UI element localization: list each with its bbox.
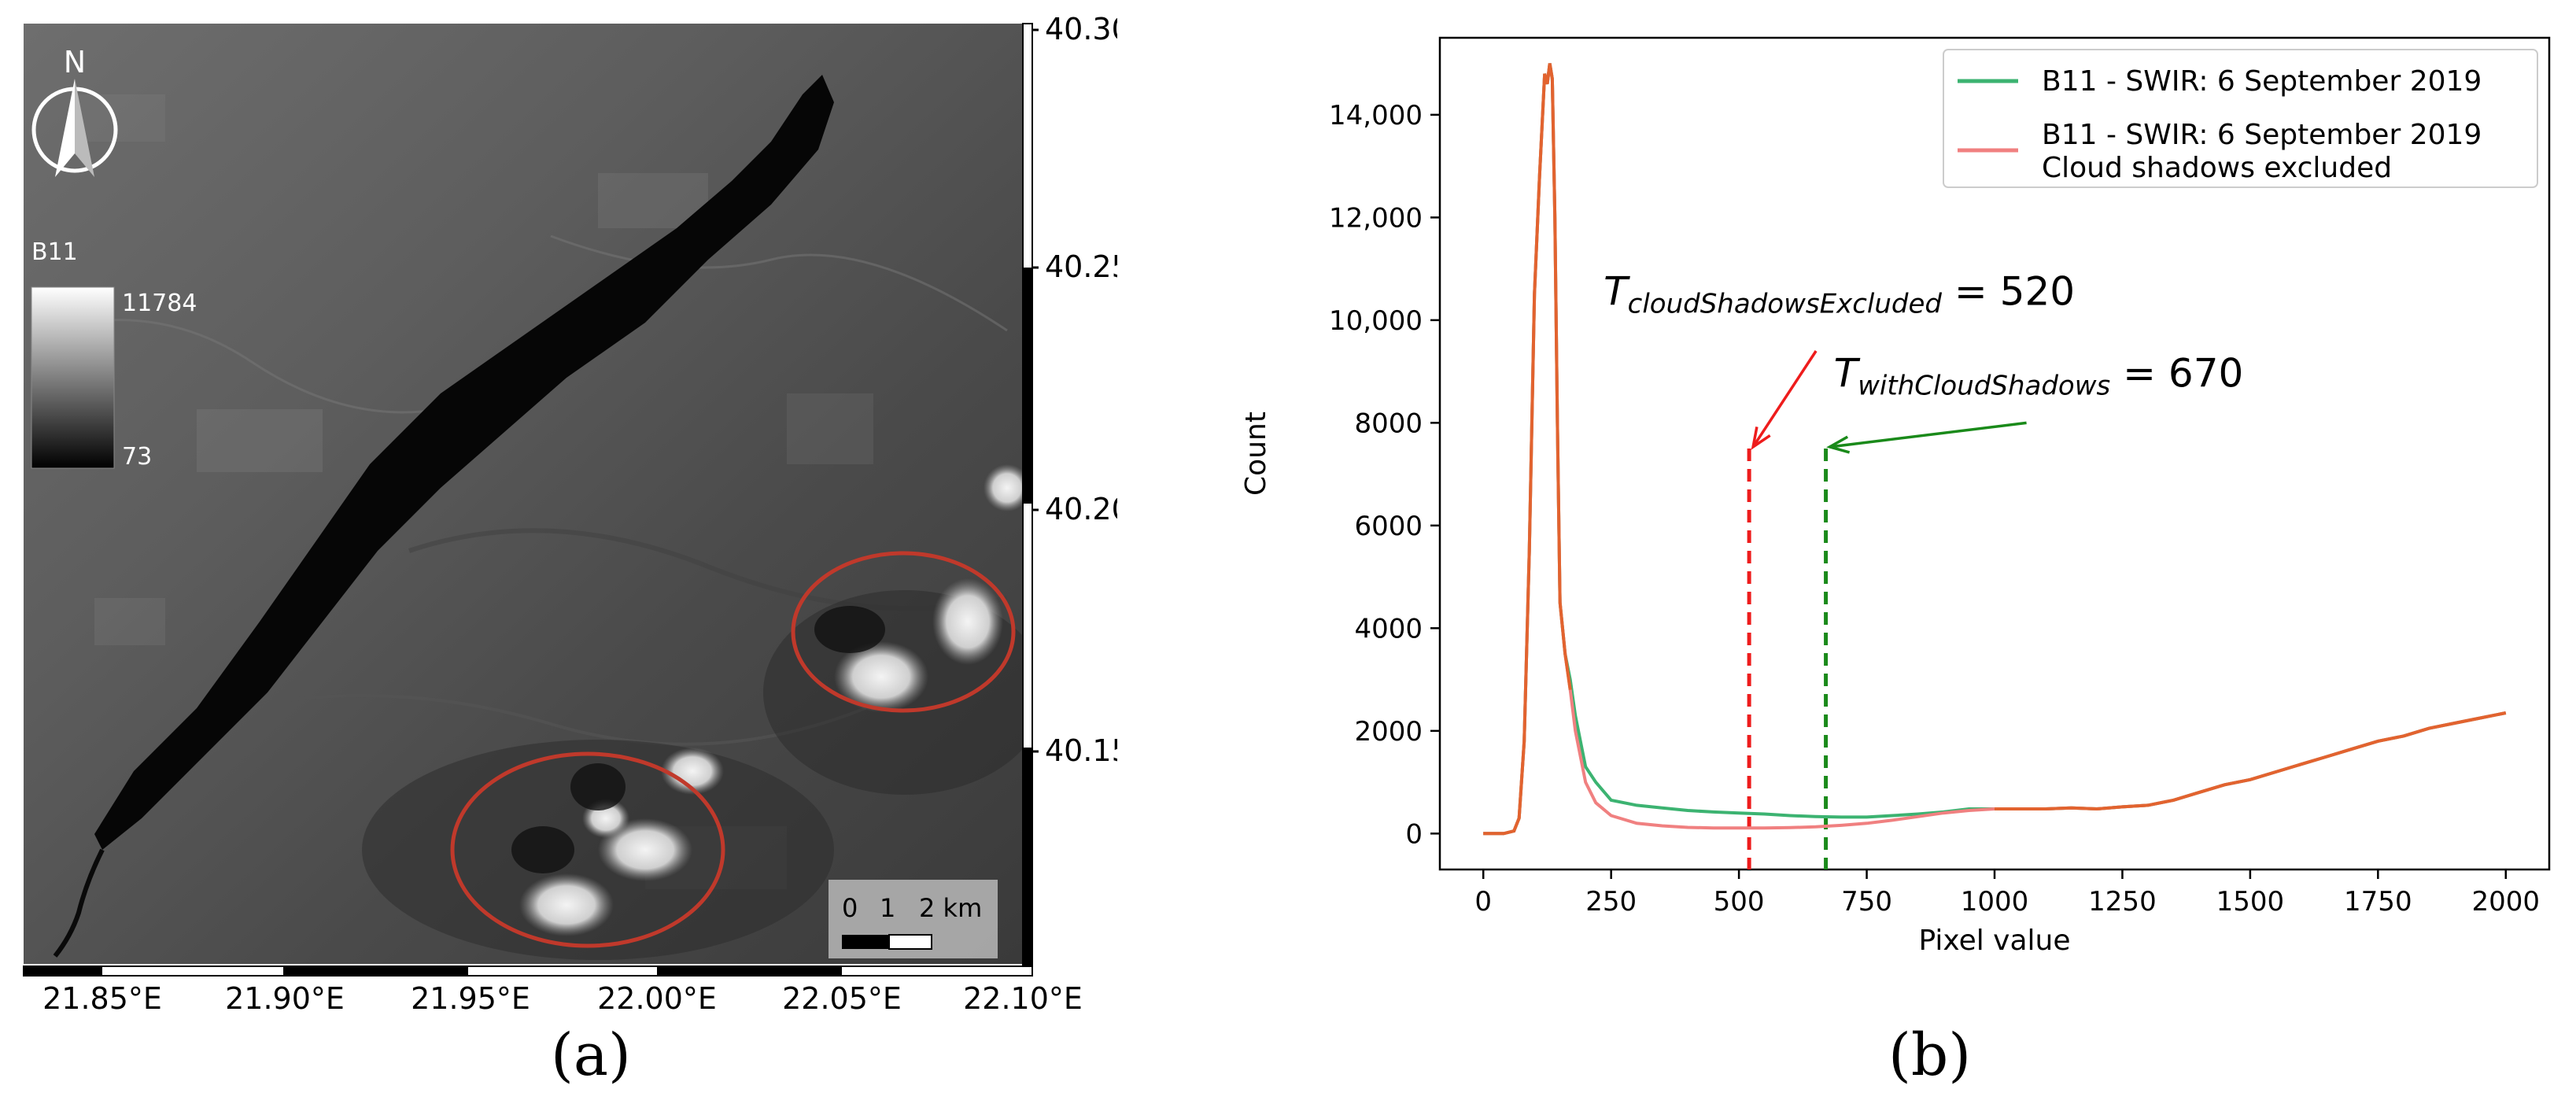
- x-tick-label: 2000: [2472, 886, 2541, 917]
- chart-legend: B11 - SWIR: 6 September 2019 B11 - SWIR: …: [1943, 49, 2538, 188]
- lat-tick-label: 40.15°N: [1045, 733, 1117, 768]
- x-tick-label: 250: [1585, 886, 1637, 917]
- x-tick-label: 1750: [2344, 886, 2412, 917]
- satellite-map: N B11 11784 73 0 1 2 km 40.30°N 40.25°N …: [23, 12, 1168, 1016]
- y-tick-label: 0: [1405, 818, 1423, 850]
- x-axis-ticks: 0 250 500 750 1000 1250 1500 1750 2000: [1474, 869, 2540, 917]
- y-tick-label: 14,000: [1329, 100, 1423, 131]
- y-tick-label: 8000: [1354, 408, 1423, 439]
- svg-text:1: 1: [880, 893, 895, 923]
- svg-text:0: 0: [842, 893, 858, 923]
- y-tick-label: 4000: [1354, 613, 1423, 644]
- x-tick-label: 1250: [2088, 886, 2157, 917]
- y-tick-label: 10,000: [1329, 305, 1423, 337]
- y-tick-label: 12,000: [1329, 202, 1423, 234]
- y-axis-label: Count: [1240, 412, 1272, 496]
- annotation-arrowhead: [1751, 426, 1771, 450]
- threshold-annotation-label: TcloudShadowsExcluded = 520: [1604, 268, 2075, 319]
- y-tick-label: 2000: [1354, 716, 1423, 748]
- threshold-annotations: TcloudShadowsExcluded = 520 TwithCloudSha…: [1604, 268, 2244, 454]
- cloud-region-ellipse-2: [450, 751, 725, 948]
- histogram-chart: 0 250 500 750 1000 1250 1500 1750 2000 0 2000 4000…: [1240, 36, 2551, 957]
- longitude-frame: [23, 965, 1033, 977]
- panel-b-caption: (b): [1888, 1021, 1972, 1089]
- lat-tick-label: 40.20°N: [1045, 492, 1117, 526]
- panel-a: N B11 11784 73 0 1 2 km 40.30°N 40.25°N …: [0, 0, 1168, 1115]
- lake: [94, 75, 834, 850]
- longitude-ticks: 21.85°E 21.90°E 21.95°E 22.00°E 22.05°E …: [42, 981, 1083, 1016]
- threshold-lines: [1747, 448, 1829, 869]
- scale-bar: 0 1 2 km: [829, 880, 998, 958]
- north-label: N: [64, 45, 86, 79]
- clouds: [511, 464, 1023, 936]
- threshold-annotation-label: TwithCloudShadows = 670: [1834, 351, 2244, 402]
- series-overlap-line: [1995, 711, 2507, 811]
- legend-box: [1943, 49, 2538, 188]
- lon-tick-label: 21.85°E: [42, 981, 162, 1016]
- svg-text:2 km: 2 km: [919, 893, 982, 923]
- annotation-arrowhead: [1826, 435, 1851, 454]
- lat-tick-label: 40.25°N: [1045, 249, 1117, 284]
- x-axis-label: Pixel value: [1918, 925, 2070, 957]
- legend-entry-label: B11 - SWIR: 6 September 2019: [2042, 119, 2482, 151]
- lon-tick-label: 22.05°E: [782, 981, 902, 1016]
- annotation-arrow: [1829, 421, 2027, 449]
- annotation-arrow: [1751, 350, 1818, 448]
- north-arrow-icon: N: [31, 45, 118, 177]
- x-tick-label: 0: [1474, 886, 1492, 917]
- lon-tick-label: 21.95°E: [411, 981, 530, 1016]
- legend-min-label: 73: [122, 443, 152, 471]
- legend-max-label: 11784: [122, 290, 197, 317]
- lon-tick-label: 22.00°E: [597, 981, 717, 1016]
- x-tick-label: 1000: [1961, 886, 2029, 917]
- legend-band-label: B11: [31, 238, 78, 266]
- river-outlet: [53, 848, 105, 958]
- panel-b: 0 250 500 750 1000 1250 1500 1750 2000 0 2000 4000…: [1117, 0, 2576, 1115]
- series-overlap-line: [1483, 63, 1572, 836]
- lat-tick-label: 40.30°N: [1045, 12, 1117, 46]
- legend-gradient-bar: [31, 286, 115, 469]
- cloud-region-ellipse-1: [791, 551, 1016, 713]
- y-tick-label: 6000: [1354, 511, 1423, 542]
- lon-tick-label: 21.90°E: [225, 981, 345, 1016]
- y-axis-ticks: 0 2000 4000 6000 8000 10,000 12,000 14,000: [1329, 100, 1440, 850]
- legend-entry-label: B11 - SWIR: 6 September 2019: [2042, 65, 2482, 98]
- b11-legend: B11 11784 73: [31, 238, 197, 471]
- series-lines: [1483, 63, 2507, 836]
- latitude-frame: [1022, 23, 1033, 977]
- x-tick-label: 1500: [2216, 886, 2285, 917]
- latitude-ticks: 40.30°N 40.25°N 40.20°N 40.15°N: [1032, 12, 1168, 768]
- legend-entry-label: Cloud shadows excluded: [2042, 152, 2392, 184]
- panel-a-caption: (a): [551, 1021, 631, 1089]
- lon-tick-label: 22.10°E: [963, 981, 1083, 1016]
- x-tick-label: 750: [1841, 886, 1892, 917]
- x-tick-label: 500: [1714, 886, 1765, 917]
